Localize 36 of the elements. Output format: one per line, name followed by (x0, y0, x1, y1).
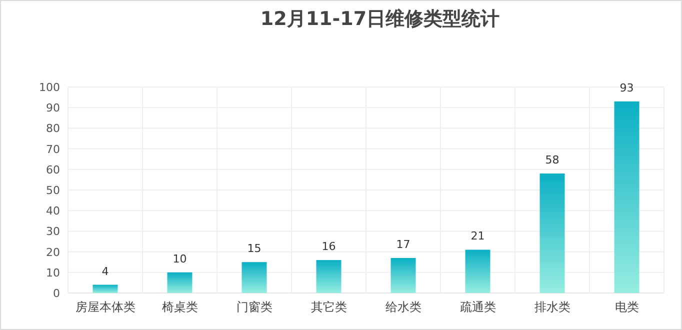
x-tick-label: 房屋本体类 (75, 300, 136, 314)
x-tick-label: 椅桌类 (162, 300, 198, 314)
data-label: 16 (322, 240, 336, 254)
x-tick-label: 疏通类 (460, 300, 496, 314)
x-tick-label: 电类 (614, 300, 639, 314)
y-tick-label: 50 (46, 184, 60, 197)
bar (540, 174, 565, 293)
data-label: 10 (172, 252, 187, 266)
bar (390, 258, 416, 293)
data-label: 15 (247, 242, 262, 256)
data-label: 93 (620, 81, 634, 94)
x-tick-label: 排水类 (534, 300, 570, 314)
chart-title: 12月11-17日维修类型统计 (260, 8, 500, 30)
bar (316, 260, 342, 293)
bar (242, 262, 267, 293)
bar (465, 250, 490, 293)
data-label: 21 (470, 230, 485, 243)
bar (167, 272, 192, 293)
y-tick-label: 80 (46, 122, 60, 136)
bar (92, 284, 118, 293)
y-tick-label: 60 (46, 163, 60, 176)
y-tick-label: 30 (46, 225, 60, 238)
x-tick-label: 其它类 (310, 300, 347, 314)
y-tick-label: 10 (46, 266, 60, 280)
y-tick-label: 20 (46, 246, 60, 259)
x-tick-label: 给水类 (385, 300, 422, 314)
y-tick-label: 90 (46, 102, 60, 115)
x-tick-label: 门窗类 (236, 300, 272, 314)
bar (614, 101, 640, 293)
y-tick-label: 40 (46, 204, 60, 218)
y-tick-label: 0 (53, 287, 60, 300)
y-tick-label: 70 (46, 142, 60, 156)
y-tick-label: 100 (39, 81, 60, 94)
data-label: 17 (396, 238, 410, 251)
data-label: 4 (102, 264, 109, 278)
data-label: 58 (545, 154, 560, 167)
